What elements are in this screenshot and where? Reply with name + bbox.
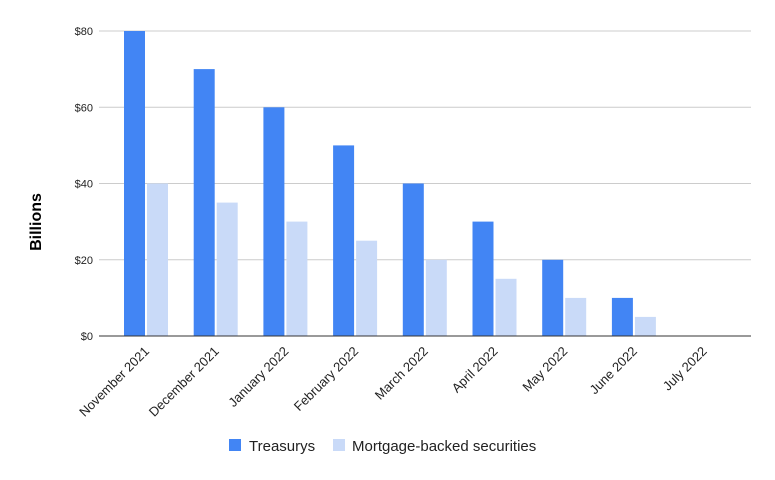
- x-category-label: April 2022: [449, 344, 501, 396]
- legend-swatch-treasurys: [229, 439, 241, 451]
- bar-mortgage-backed-securities: [495, 278, 517, 336]
- bar-treasurys: [542, 259, 564, 337]
- bar-mortgage-backed-securities: [425, 259, 447, 337]
- legend-label-treasurys: Treasurys: [249, 438, 315, 455]
- legend: Treasurys Mortgage-backed securities: [229, 438, 536, 455]
- bar-mortgage-backed-securities: [147, 183, 168, 336]
- x-category-label: March 2022: [372, 344, 431, 403]
- x-category-label: June 2022: [586, 344, 640, 398]
- y-tick-label: $60: [75, 102, 93, 114]
- y-axis-title: Billions: [28, 193, 45, 251]
- y-axis-tick-labels: $0 $20 $40 $60 $80: [75, 26, 93, 343]
- legend-label-mbs: Mortgage-backed securities: [352, 438, 536, 455]
- bar-mortgage-backed-securities: [565, 297, 587, 336]
- bar-treasurys: [333, 145, 355, 336]
- bar-treasurys: [263, 107, 285, 337]
- x-category-label: November 2021: [76, 344, 152, 420]
- x-category-label: May 2022: [519, 344, 570, 395]
- y-tick-label: $20: [75, 255, 93, 267]
- y-tick-label: $80: [75, 26, 93, 38]
- x-category-label: January 2022: [225, 344, 291, 410]
- y-tick-label: $0: [81, 331, 93, 343]
- bar-treasurys: [611, 297, 633, 336]
- y-tick-label: $40: [75, 179, 93, 191]
- bar-treasurys: [124, 31, 145, 336]
- bar-treasurys: [472, 221, 494, 336]
- bar-mortgage-backed-securities: [286, 221, 308, 336]
- legend-swatch-mbs: [333, 439, 345, 451]
- x-category-label: July 2022: [660, 344, 710, 394]
- bar-treasurys: [402, 183, 424, 336]
- bar-treasurys: [193, 69, 215, 336]
- x-category-label: February 2022: [291, 344, 361, 414]
- bar-mortgage-backed-securities: [216, 202, 238, 336]
- bar-mortgage-backed-securities: [356, 240, 378, 336]
- x-category-label: December 2021: [146, 344, 222, 420]
- bars: [124, 31, 656, 337]
- bar-mortgage-backed-securities: [634, 316, 656, 336]
